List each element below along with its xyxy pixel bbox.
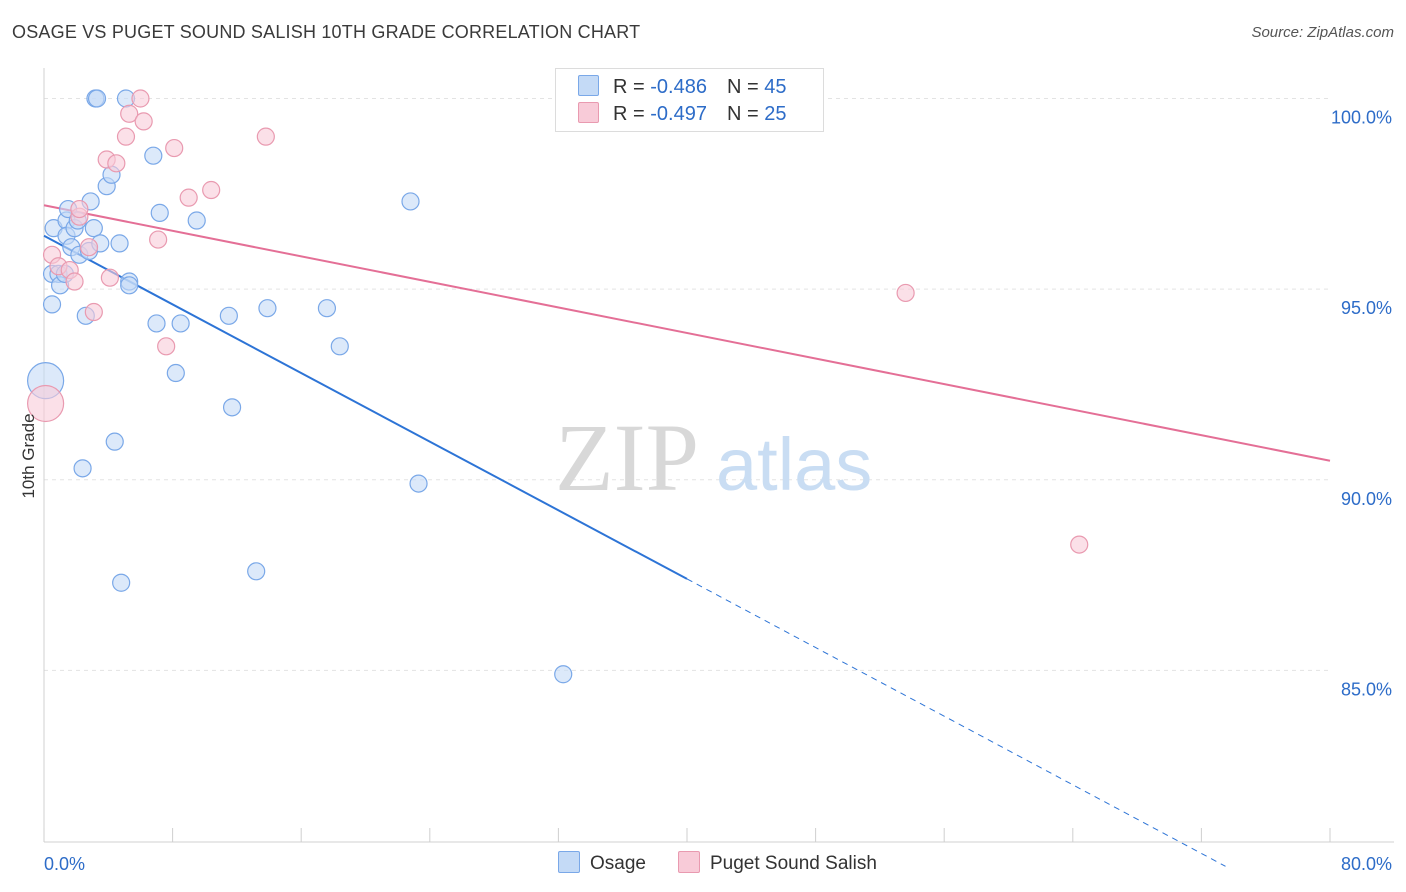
trend-lines: [43, 204, 1331, 867]
salish-point: [131, 89, 150, 108]
osage-point: [171, 314, 190, 333]
salish-n-label: N =: [726, 103, 765, 125]
salish-legend-swatch: [678, 851, 700, 873]
salish-point: [896, 283, 915, 303]
osage-point: [120, 276, 139, 295]
chart-source: Source: ZipAtlas.com: [1251, 24, 1394, 41]
osage-point: [150, 203, 169, 222]
osage-point: [84, 219, 103, 238]
y-axis-label: 10th Grade: [19, 413, 38, 499]
salish-point: [165, 138, 184, 158]
salish-point: [100, 268, 120, 287]
stats-legend: R = -0.486 N = 45 R = -0.497 N = 25: [555, 68, 824, 132]
osage-point: [247, 562, 266, 581]
osage-legend-label: Osage: [590, 853, 646, 874]
stats-row-osage: R = -0.486 N = 45: [578, 75, 786, 99]
osage-point: [258, 299, 277, 318]
osage-point: [112, 573, 131, 592]
y-tick-label: 95.0%: [1341, 298, 1392, 318]
salish-point: [27, 384, 65, 423]
osage-point: [330, 337, 349, 356]
salish-r-value: -0.497: [650, 103, 707, 125]
salish-point: [1070, 535, 1089, 554]
salish-point: [84, 302, 103, 322]
salish-swatch: [578, 102, 599, 123]
osage-point: [87, 89, 107, 108]
legend-item-osage[interactable]: Osage: [558, 851, 646, 875]
osage-point: [317, 299, 337, 318]
osage-n-value: 45: [764, 76, 787, 98]
x-tick-label: 80.0%: [1341, 854, 1392, 874]
salish-r-label: R =: [613, 103, 651, 125]
osage-n-label: N =: [726, 76, 765, 98]
osage-point: [147, 314, 166, 333]
osage-point: [219, 306, 238, 325]
salish-point: [65, 272, 84, 291]
chart-title: OSAGE VS PUGET SOUND SALISH 10TH GRADE C…: [12, 22, 641, 42]
osage-point: [110, 234, 129, 253]
data-points: [27, 89, 1089, 684]
legend-item-salish[interactable]: Puget Sound Salish: [678, 851, 877, 875]
salish-point: [107, 154, 126, 173]
osage-point: [187, 211, 206, 230]
salish-point: [149, 230, 168, 249]
salish-point: [157, 337, 176, 356]
osage-point: [105, 432, 124, 451]
salish-point: [70, 199, 89, 219]
osage-point: [42, 295, 62, 314]
y-tick-labels: 100.0% 95.0% 90.0% 85.0%: [1331, 108, 1392, 700]
y-tick-label: 90.0%: [1341, 489, 1392, 509]
x-tick-label: 0.0%: [44, 854, 85, 874]
grid-lines: [44, 98, 1330, 671]
osage-r-value: -0.486: [650, 76, 707, 98]
stats-row-salish: R = -0.497 N = 25: [578, 102, 786, 126]
watermark-atlas: atlas: [716, 423, 872, 506]
salish-point: [134, 112, 153, 131]
salish-point: [79, 238, 99, 257]
osage-r-label: R =: [613, 76, 651, 98]
salish-legend-label: Puget Sound Salish: [710, 853, 877, 874]
salish-trend-line: [43, 204, 1331, 462]
osage-point: [222, 398, 242, 417]
osage-point: [409, 474, 428, 493]
watermark: ZIP atlas: [555, 404, 872, 511]
salish-point: [202, 180, 221, 200]
osage-point: [166, 363, 185, 383]
salish-point: [179, 188, 198, 207]
y-tick-label: 100.0%: [1331, 108, 1392, 128]
osage-point: [554, 665, 573, 684]
salish-n-value: 25: [764, 103, 787, 125]
watermark-zip: ZIP: [555, 404, 699, 511]
axes: 0.0% 80.0%: [43, 68, 1394, 874]
osage-point: [144, 146, 163, 165]
osage-trend-line: [43, 234, 688, 580]
osage-point: [73, 459, 92, 478]
osage-swatch: [578, 75, 599, 96]
osage-point: [401, 192, 420, 211]
salish-point: [116, 127, 136, 146]
salish-point: [120, 104, 139, 123]
osage-trend-extension: [686, 578, 1226, 867]
osage-legend-swatch: [558, 851, 580, 873]
y-tick-label: 85.0%: [1341, 679, 1392, 699]
salish-point: [256, 127, 275, 146]
